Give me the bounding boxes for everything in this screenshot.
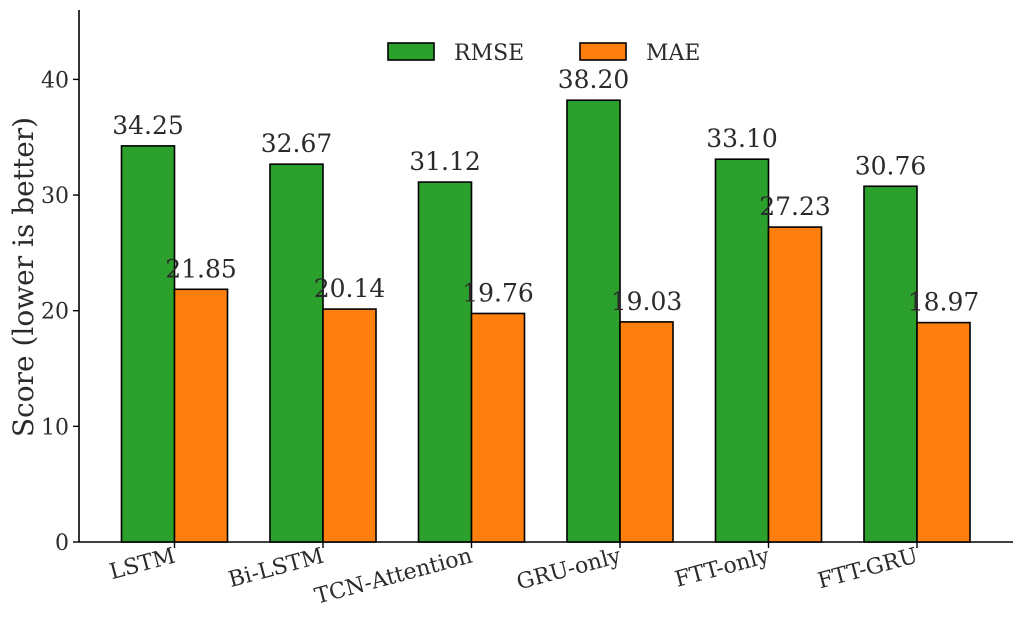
legend-label-rmse: RMSE: [454, 41, 524, 66]
bar-rmse-tcn-attention: [417, 181, 473, 543]
data-label-mae: 18.97: [908, 288, 980, 317]
legend-swatch-mae: [579, 42, 627, 61]
x-tick-label: LSTM: [107, 544, 178, 585]
legend-label-mae: MAE: [646, 41, 700, 66]
y-tick-label: 0: [55, 531, 69, 556]
bar-rmse-ftt-only: [714, 158, 770, 543]
x-tick-label: FTT-GRU: [815, 544, 920, 595]
bar-rmse-lstm: [120, 145, 176, 543]
y-axis-title: Score (lower is better): [7, 117, 40, 437]
data-label-rmse: 33.10: [706, 124, 778, 153]
x-tick-label: GRU-only: [514, 544, 624, 596]
x-tick-label: FTT-only: [672, 544, 772, 593]
data-label-rmse: 30.76: [855, 151, 927, 180]
legend-swatch-rmse: [387, 42, 435, 61]
y-tick-label: 30: [41, 184, 69, 209]
data-label-mae: 27.23: [759, 192, 831, 221]
data-label-mae: 21.85: [165, 254, 237, 283]
y-tick-label: 10: [41, 415, 69, 440]
bar-mae-ftt-only: [767, 226, 823, 543]
data-label-mae: 19.76: [462, 278, 534, 307]
bar-rmse-gru-only: [566, 99, 621, 543]
y-tick-label: 20: [41, 300, 69, 325]
legend: RMSE MAE: [387, 41, 700, 66]
bar-mae-ftt-gru: [916, 321, 971, 543]
x-tick-label: TCN-Attention: [312, 544, 475, 610]
bar-mae-tcn-attention: [470, 312, 526, 543]
data-label-rmse: 31.12: [409, 147, 481, 176]
data-label-rmse: 38.20: [558, 65, 630, 94]
bar-mae-lstm: [173, 288, 229, 543]
bar-mae-bi-lstm: [322, 308, 377, 543]
data-label-mae: 20.14: [314, 274, 386, 303]
value-labels-group: 34.25 21.85 32.67 20.14 31.12 19.76 38.20 19.03…: [112, 65, 979, 316]
data-label-mae: 19.03: [611, 287, 683, 316]
bar-mae-gru-only: [619, 321, 674, 543]
bar-rmse-bi-lstm: [269, 163, 324, 543]
bars-group: [120, 99, 971, 543]
data-label-rmse: 34.25: [112, 111, 184, 140]
y-tick-label: 40: [41, 68, 69, 93]
bar-rmse-ftt-gru: [863, 185, 918, 543]
data-label-rmse: 32.67: [261, 129, 333, 158]
